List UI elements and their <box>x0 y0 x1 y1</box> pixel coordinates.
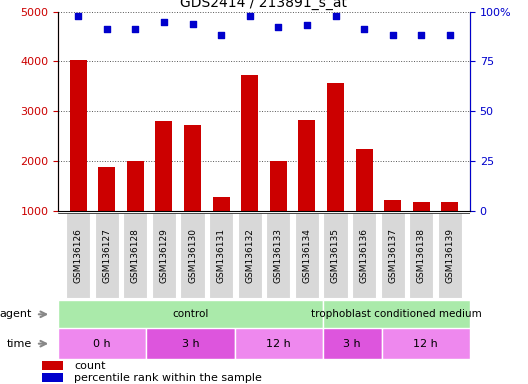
FancyBboxPatch shape <box>438 213 462 298</box>
Point <box>360 26 369 33</box>
FancyBboxPatch shape <box>209 213 233 298</box>
FancyBboxPatch shape <box>323 213 347 298</box>
Point <box>102 26 111 33</box>
Point <box>159 18 168 25</box>
Bar <box>42 361 63 370</box>
Bar <box>270 161 287 261</box>
Bar <box>127 161 144 261</box>
Text: GSM136139: GSM136139 <box>446 228 455 283</box>
Text: count: count <box>74 361 106 371</box>
FancyBboxPatch shape <box>381 213 405 298</box>
Point <box>74 12 82 18</box>
Text: time: time <box>7 339 32 349</box>
Text: GSM136138: GSM136138 <box>417 228 426 283</box>
Text: GSM136131: GSM136131 <box>216 228 225 283</box>
FancyBboxPatch shape <box>266 213 290 298</box>
FancyBboxPatch shape <box>58 300 323 328</box>
Bar <box>384 200 401 261</box>
Text: 12 h: 12 h <box>266 339 291 349</box>
Text: percentile rank within the sample: percentile rank within the sample <box>74 372 262 382</box>
Point <box>331 12 340 18</box>
FancyBboxPatch shape <box>66 213 90 298</box>
FancyBboxPatch shape <box>382 328 470 359</box>
FancyBboxPatch shape <box>323 300 470 328</box>
FancyBboxPatch shape <box>323 328 382 359</box>
Bar <box>441 202 458 261</box>
Text: 0 h: 0 h <box>93 339 111 349</box>
Point <box>303 22 311 28</box>
Point <box>217 32 225 38</box>
FancyBboxPatch shape <box>181 213 205 298</box>
FancyBboxPatch shape <box>58 328 146 359</box>
Point <box>417 32 426 38</box>
Text: 3 h: 3 h <box>182 339 199 349</box>
Text: 12 h: 12 h <box>413 339 438 349</box>
FancyBboxPatch shape <box>238 213 262 298</box>
Bar <box>98 167 115 261</box>
Text: trophoblast conditioned medium: trophoblast conditioned medium <box>311 309 482 319</box>
Point <box>446 32 454 38</box>
FancyBboxPatch shape <box>352 213 376 298</box>
Text: GSM136135: GSM136135 <box>331 228 340 283</box>
Text: agent: agent <box>0 309 32 319</box>
Text: GSM136133: GSM136133 <box>274 228 283 283</box>
Text: 3 h: 3 h <box>343 339 361 349</box>
Text: GSM136137: GSM136137 <box>388 228 397 283</box>
FancyBboxPatch shape <box>95 213 119 298</box>
Text: GSM136130: GSM136130 <box>188 228 197 283</box>
Point <box>274 25 282 31</box>
Bar <box>155 121 173 261</box>
Text: GSM136129: GSM136129 <box>159 228 168 283</box>
Bar <box>241 75 258 261</box>
Point <box>188 20 197 26</box>
Text: GSM136134: GSM136134 <box>303 228 312 283</box>
Bar <box>298 120 316 261</box>
FancyBboxPatch shape <box>234 328 323 359</box>
Bar <box>184 125 201 261</box>
FancyBboxPatch shape <box>409 213 433 298</box>
Text: GSM136126: GSM136126 <box>73 228 82 283</box>
Bar <box>70 60 87 261</box>
Bar <box>42 373 63 382</box>
FancyBboxPatch shape <box>295 213 319 298</box>
Text: control: control <box>172 309 209 319</box>
Bar <box>327 83 344 261</box>
Text: GSM136136: GSM136136 <box>360 228 369 283</box>
FancyBboxPatch shape <box>123 213 147 298</box>
Bar <box>355 149 373 261</box>
Point <box>389 32 397 38</box>
Point <box>246 12 254 18</box>
FancyBboxPatch shape <box>146 328 234 359</box>
FancyBboxPatch shape <box>152 213 176 298</box>
Title: GDS2414 / 213891_s_at: GDS2414 / 213891_s_at <box>181 0 347 10</box>
Bar <box>212 197 230 261</box>
Text: GSM136132: GSM136132 <box>245 228 254 283</box>
Bar <box>413 202 430 261</box>
Point <box>131 26 139 33</box>
Text: GSM136128: GSM136128 <box>131 228 140 283</box>
Text: GSM136127: GSM136127 <box>102 228 111 283</box>
